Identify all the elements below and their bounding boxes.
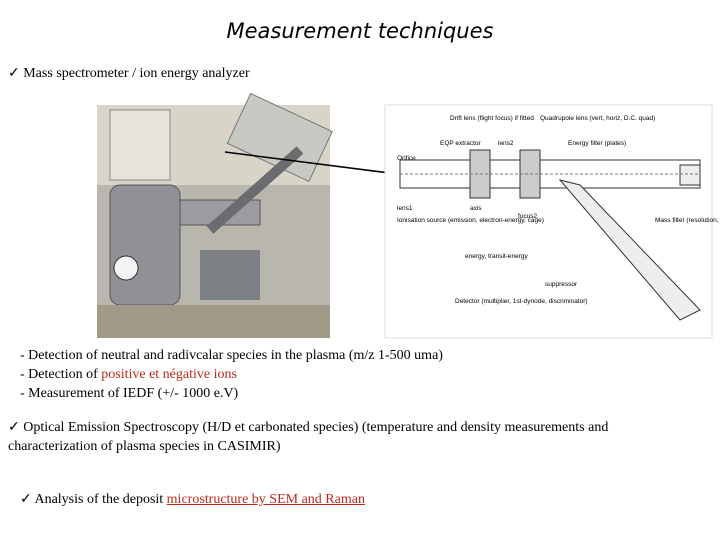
bullet: ✓ Optical Emission Spectroscopy (H/D et …: [8, 420, 609, 454]
diagram-label: energy, transit-energy: [465, 253, 528, 260]
diagram-label: EQP extractor: [440, 140, 482, 147]
photo: [97, 92, 333, 338]
highlight: positive et négative ions: [101, 367, 237, 382]
text: - Detection of: [20, 367, 102, 382]
highlight: microstructure by SEM and Raman: [166, 492, 365, 507]
pointer-arrow: [224, 151, 406, 176]
diagram-label: Energy filter (plates): [568, 140, 626, 147]
diagram-label: Quadrupole lens (vert, horiz, D.C. quad): [540, 115, 655, 122]
detail-line: - Measurement of IEDF (+/- 1000 e.V): [20, 386, 239, 401]
diagram-label: suppressor: [545, 281, 578, 288]
title: Measurement techniques: [226, 19, 494, 43]
diagram-label: lens2: [498, 140, 514, 147]
diagram-label: Detector (multiplier, 1st-dynode, discri…: [455, 298, 588, 305]
bullet: ✓ Mass spectrometer / ion energy analyze…: [8, 66, 250, 81]
diagram-label: Ionisation source (emission, electron-en…: [397, 217, 544, 224]
diagram-label: Orifice: [397, 155, 416, 162]
diagram-label: axis: [470, 205, 482, 212]
diagram-label: Mass filter (resolution, delta-m): [655, 217, 720, 224]
figures: Drift lens (flight focus) if fitted Quadr…: [97, 92, 720, 339]
bullet: ✓ Analysis of the deposit microstructure…: [20, 490, 365, 509]
diagram-label: lens1: [397, 205, 413, 212]
diagram-label: focus2: [518, 213, 538, 220]
schematic: [384, 104, 713, 339]
diagram-label: Drift lens (flight focus) if fitted: [450, 115, 534, 122]
detail-line: - Detection of neutral and radivcalar sp…: [20, 348, 443, 363]
detail-line: - Detection of positive et négative ions: [20, 365, 237, 384]
text: ✓ Analysis of the deposit: [20, 492, 167, 507]
